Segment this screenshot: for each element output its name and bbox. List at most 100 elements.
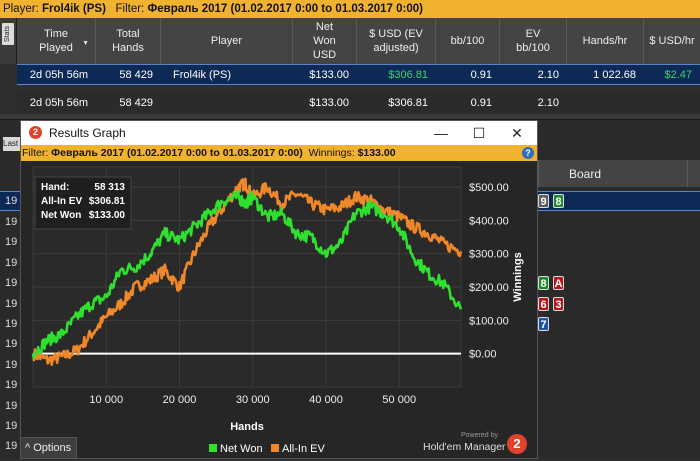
- y-tick-label: $500.00: [469, 182, 509, 194]
- board-card: 3: [553, 297, 564, 311]
- chevron-up-icon: ^: [25, 442, 31, 454]
- table-summary-row: 2d 05h 56m 58 429 $133.00 $306.81 0.91 2…: [17, 92, 700, 113]
- column-header-ev-bb100[interactable]: EV bb/100: [500, 18, 567, 64]
- winnings-value: $133.00: [357, 147, 396, 159]
- hover-tooltip: [34, 176, 132, 230]
- column-divider: [687, 160, 688, 187]
- cell-total-hands: 58 429: [119, 68, 153, 81]
- board-card: A: [553, 276, 564, 290]
- column-header-ev-adjusted[interactable]: $ USD (EV adjusted): [357, 18, 436, 64]
- hand-row-number[interactable]: 19: [5, 257, 18, 269]
- cell-ev-adjusted: $306.81: [388, 68, 428, 81]
- close-button[interactable]: ✕: [511, 125, 523, 141]
- brand-logo-icon: 2: [507, 434, 527, 454]
- x-tick-label: 40 000: [309, 394, 343, 406]
- cell-bb100: 0.91: [470, 68, 492, 81]
- options-label: Options: [33, 442, 72, 454]
- cell-usd-hr: $2.47: [664, 68, 692, 81]
- tab-stats[interactable]: Stats: [2, 23, 14, 45]
- cell-time-played: 2d 05h 56m: [29, 68, 88, 81]
- hand-row-number[interactable]: 19: [5, 420, 18, 432]
- legend-label: Net Won: [220, 443, 263, 455]
- cell-player: Frol4ik (PS): [173, 68, 232, 81]
- tooltip-label: Net Won: [41, 210, 81, 221]
- hand-row-number[interactable]: 19: [5, 379, 18, 391]
- table-row[interactable]: 2d 05h 56m 58 429 Frol4ik (PS) $133.00 $…: [17, 64, 700, 85]
- window-title: Results Graph: [49, 126, 126, 140]
- cell-total-hands: 58 429: [119, 96, 153, 109]
- help-icon[interactable]: ?: [522, 147, 534, 159]
- tooltip-label: Hand:: [41, 182, 69, 193]
- hand-row-number[interactable]: 19: [5, 195, 18, 207]
- y-tick-label: $400.00: [469, 215, 509, 227]
- column-header-board[interactable]: Board: [538, 160, 700, 187]
- x-tick-label: 10 000: [89, 394, 123, 406]
- board-card: 8: [553, 194, 564, 208]
- maximize-button[interactable]: ☐: [472, 125, 486, 141]
- hand-row-number[interactable]: 19: [5, 359, 18, 371]
- board-card: 6: [538, 297, 549, 311]
- column-header-total-hands[interactable]: Total Hands: [96, 18, 161, 64]
- column-header-player[interactable]: Player: [161, 18, 293, 64]
- hand-row-number[interactable]: 19: [5, 298, 18, 310]
- graph-filter-bar: Filter: Февраль 2017 (01.02.2017 0:00 to…: [21, 145, 537, 161]
- tooltip-value: $133.00: [89, 210, 126, 221]
- hand-row-number[interactable]: 19: [5, 440, 18, 452]
- hand-row-number[interactable]: 19: [5, 236, 18, 248]
- cell-hands-hr: [567, 92, 644, 113]
- cell-usd-hr: [644, 92, 700, 113]
- legend-label: All-In EV: [282, 443, 325, 455]
- hand-row-number[interactable]: 19: [5, 277, 18, 289]
- filter-value[interactable]: Февраль 2017 (01.02.2017 0:00 to 01.03.2…: [147, 3, 423, 15]
- hand-row-number[interactable]: 19: [5, 400, 18, 412]
- splitter[interactable]: [0, 114, 700, 120]
- column-label: Board: [569, 167, 602, 181]
- sort-desc-icon: ▼: [82, 40, 89, 47]
- powered-by-label: Powered by: [461, 432, 498, 439]
- x-tick-label: 30 000: [236, 394, 270, 406]
- cell-ev-bb100: 2.10: [537, 96, 559, 109]
- filter-label: Filter:: [115, 3, 145, 15]
- series-line-all-in-ev: [31, 177, 463, 366]
- x-tick-label: 20 000: [163, 394, 197, 406]
- y-axis-label: Winnings: [512, 252, 524, 301]
- y-tick-label: $300.00: [469, 249, 509, 261]
- minimize-button[interactable]: —: [434, 125, 448, 141]
- column-header-usd-hr[interactable]: $ USD/hr: [644, 18, 700, 64]
- cell-time-played: 2d 05h 56m: [29, 96, 88, 109]
- brand-name: Hold'em Manager: [423, 441, 506, 453]
- hand-row-number[interactable]: 19: [5, 338, 18, 350]
- column-label: bb/100: [450, 35, 485, 47]
- column-label: Time Played: [39, 28, 73, 54]
- filter-value: Февраль 2017 (01.02.2017 0:00 to 01.03.2…: [51, 147, 303, 159]
- graph-area: $0.00 $100.00 $200.00 $300.00 $400.00 $500.00…: [21, 161, 537, 458]
- x-axis-label: Hands: [230, 421, 264, 433]
- tab-last[interactable]: Last: [3, 137, 20, 151]
- x-tick-label: 50 000: [382, 394, 416, 406]
- cell-ev-adjusted: $306.81: [388, 96, 428, 109]
- column-header-net-won[interactable]: Net Won USD: [293, 18, 357, 64]
- column-header-bb100[interactable]: bb/100: [436, 18, 500, 64]
- cell-bb100: 0.91: [470, 96, 492, 109]
- column-label: Total Hands: [112, 28, 144, 54]
- legend-swatch: [209, 444, 217, 452]
- options-button[interactable]: ^ Options: [21, 437, 77, 458]
- results-chart[interactable]: $0.00 $100.00 $200.00 $300.00 $400.00 $500.00…: [21, 161, 537, 458]
- cell-hands-hr: 1 022.68: [593, 68, 636, 81]
- window-titlebar[interactable]: 2 Results Graph — ☐ ✕: [21, 121, 537, 145]
- hand-row-number[interactable]: 19: [5, 216, 18, 228]
- column-header-hands-hr[interactable]: Hands/hr: [567, 18, 644, 64]
- column-label: EV bb/100: [516, 28, 550, 54]
- series-line-net-won: [31, 189, 463, 360]
- filter-label: Filter:: [22, 147, 49, 159]
- hand-row-number[interactable]: 19: [5, 318, 18, 330]
- column-label: Hands/hr: [582, 35, 628, 47]
- column-label: $ USD/hr: [649, 35, 695, 47]
- column-label: Player: [210, 35, 243, 47]
- column-label: Net Won USD: [312, 21, 337, 61]
- column-header-time-played[interactable]: Time Played ▼: [17, 18, 96, 64]
- app-logo-icon: 2: [29, 126, 42, 139]
- stats-tab-strip: Stats: [0, 18, 17, 64]
- column-label: $ USD (EV adjusted): [369, 28, 423, 54]
- player-value[interactable]: Frol4ik (PS): [42, 3, 106, 15]
